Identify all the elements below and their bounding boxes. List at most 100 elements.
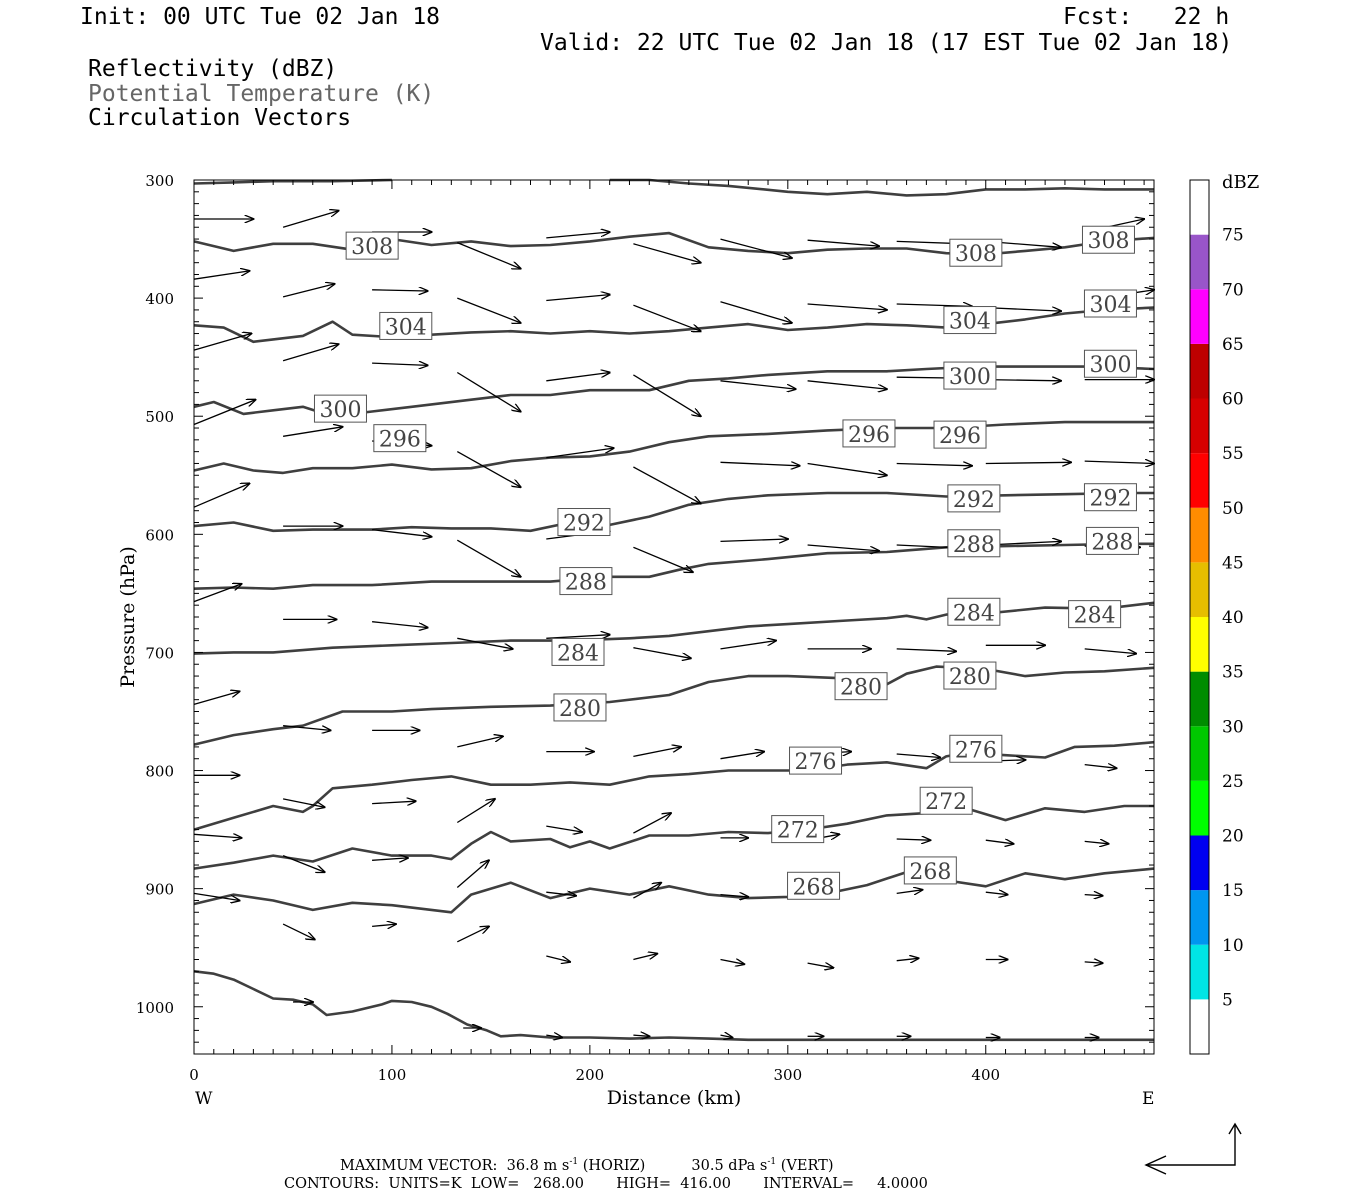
contour-label-box	[949, 734, 1003, 763]
contour-label-box	[1083, 483, 1137, 512]
vector-arrow	[633, 374, 700, 416]
init-time: Init: 00 UTC Tue 02 Jan 18	[80, 4, 441, 30]
contour-label-box	[1083, 349, 1137, 378]
contour-label: 308	[1087, 229, 1129, 254]
vector-arrow	[456, 799, 495, 824]
vector-arrow	[193, 892, 240, 900]
contour-label-box	[949, 238, 1003, 267]
colorbar-level-label: 40	[1222, 608, 1244, 628]
contour-label: 276	[955, 738, 997, 763]
contour-label: 288	[1091, 530, 1133, 555]
vector-arrow	[193, 484, 249, 508]
colorbar-level-label: 75	[1222, 226, 1244, 246]
vector-arrow	[633, 813, 671, 834]
contour-label-box	[943, 361, 997, 390]
contour-label-box	[947, 484, 1001, 513]
y-tick-label: 700	[145, 644, 174, 662]
theta-contour-304	[193, 306, 1155, 344]
vector-arrow	[807, 963, 834, 968]
vector-arrow	[372, 924, 396, 926]
contour-label: 308	[351, 235, 393, 260]
contour-label-box	[919, 786, 973, 815]
contour-label: 296	[939, 424, 981, 449]
vector-arrow	[633, 1035, 649, 1036]
contour-label: 292	[563, 512, 605, 537]
contour-label-box	[789, 746, 843, 775]
vector-arrow	[633, 243, 700, 263]
colorbar-segment	[1190, 835, 1209, 891]
vector-arrow	[985, 380, 1061, 381]
vector-arrow	[633, 747, 681, 758]
vector-arrow	[546, 1035, 562, 1037]
theta-contour-0	[193, 970, 1154, 1042]
x-tick-label: 100	[378, 1066, 407, 1084]
vector-arrow	[720, 1035, 733, 1037]
colorbar-level-label: 45	[1222, 553, 1244, 573]
y-tick-label: 300	[145, 172, 174, 190]
vector-arrow	[1084, 841, 1109, 843]
vector-arrow	[985, 462, 1071, 463]
contour-label: 284	[1074, 604, 1116, 629]
vector-arrow	[372, 858, 408, 860]
vector-arrow	[720, 238, 792, 258]
vector-arrow	[633, 304, 700, 331]
colorbar-segment	[1190, 234, 1209, 290]
contour-label: 280	[949, 665, 991, 690]
vector-arrow	[193, 691, 240, 706]
colorbar-segment	[1190, 944, 1209, 1000]
colorbar-frame	[1189, 179, 1210, 1055]
colorbar-segment	[1190, 398, 1209, 454]
field-reflectivity: Reflectivity (dBZ)	[88, 56, 338, 82]
colorbar-segment	[1190, 343, 1209, 399]
vector-arrow	[720, 462, 800, 466]
vector-arrow	[282, 344, 338, 362]
forecast-hour: Fcst: 22 h	[1063, 4, 1230, 30]
colorbar-level-label: 15	[1222, 881, 1244, 901]
contour-label: 280	[840, 676, 882, 701]
contour-label-box	[313, 394, 367, 423]
contour-label-box	[947, 597, 1001, 626]
contour-label: 288	[953, 533, 995, 558]
vector-arrow	[807, 303, 887, 310]
vector-arrow	[283, 725, 331, 731]
contour-label-box	[947, 529, 1001, 558]
colorbar-segment	[1190, 289, 1209, 344]
contour-label-box	[787, 871, 841, 900]
reference-vector-icon	[1144, 1122, 1242, 1175]
contour-label: 272	[777, 819, 819, 844]
vector-arrow	[896, 304, 972, 306]
theta-contour-288	[193, 542, 1154, 590]
colorbar-segment	[1190, 180, 1209, 235]
colorbar-segment	[1190, 780, 1209, 836]
vector-arrow	[633, 466, 700, 504]
vector-arrow	[1084, 461, 1154, 463]
vector-arrow	[1084, 648, 1137, 654]
plot-frame	[193, 179, 1155, 1055]
vector-arrow	[456, 451, 520, 488]
vector-arrow	[720, 960, 745, 965]
vector-arrow	[282, 211, 338, 228]
contour-label-box	[379, 311, 433, 340]
vector-arrow	[546, 955, 570, 962]
vector-arrow	[720, 641, 776, 650]
contour-label: 296	[379, 428, 421, 453]
vector-arrow	[896, 649, 956, 651]
vector-arrow	[456, 860, 489, 888]
vector-arrow	[282, 427, 342, 437]
y-tick-label: 1000	[136, 999, 174, 1017]
vector-arrow	[807, 380, 887, 389]
vector-arrow	[896, 754, 941, 758]
colorbar-level-label: 60	[1222, 390, 1244, 410]
contour-label: 268	[793, 875, 835, 900]
vector-arrow	[633, 883, 661, 899]
contour-label-box	[1068, 600, 1122, 629]
x-axis-label: Distance (km)	[607, 1087, 742, 1109]
vector-arrow	[896, 839, 931, 840]
contour-label: 280	[559, 697, 601, 722]
vector-arrow	[1084, 765, 1117, 769]
y-axis-label: Pressure (hPa)	[117, 546, 139, 688]
vector-arrow	[546, 825, 582, 832]
vector-arrow	[193, 584, 242, 603]
valid-time: Valid: 22 UTC Tue 02 Jan 18 (17 EST Tue …	[540, 30, 1233, 56]
vector-arrow	[546, 635, 609, 639]
